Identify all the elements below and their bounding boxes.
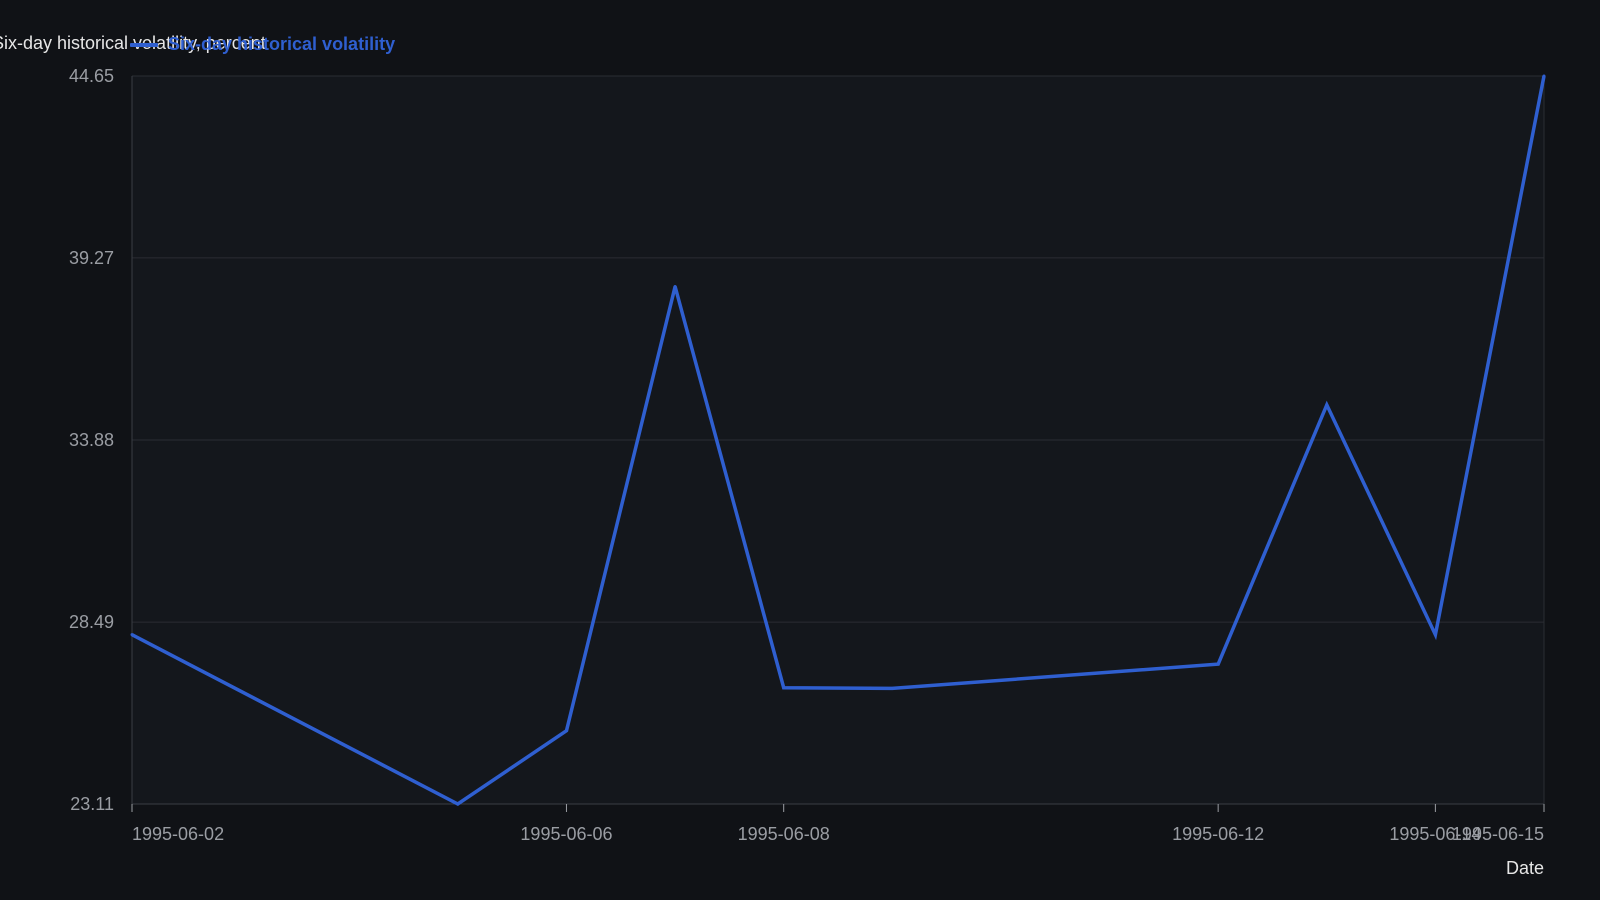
data-point	[1542, 74, 1546, 78]
data-point	[130, 633, 134, 637]
tick-labels: 23.11 28.49 33.88 39.27 44.65 1995-06-02 1995-…	[69, 66, 1544, 844]
x-axis-label: Date	[1505, 858, 1544, 878]
data-point	[782, 686, 786, 690]
data-point	[673, 285, 677, 289]
x-tick-label: 1995-06-06	[520, 824, 612, 844]
data-point	[1216, 662, 1220, 666]
data-point	[890, 686, 894, 690]
y-tick-label: 28.49	[69, 612, 114, 632]
y-tick-label: 33.88	[69, 430, 114, 450]
data-point	[1433, 633, 1437, 637]
x-tick-label: 1995-06-14	[1389, 824, 1481, 844]
x-tick-label: 1995-06-08	[738, 824, 830, 844]
x-tick-label: 1995-06-12	[1172, 824, 1264, 844]
series-layer	[130, 74, 1546, 807]
series-line	[131, 75, 1546, 807]
y-tick-label: 44.65	[69, 66, 114, 86]
legend: Six-day historical volatility	[130, 34, 395, 55]
data-point	[564, 729, 568, 733]
x-tick-label: 1995-06-02	[132, 824, 224, 844]
data-point	[456, 802, 460, 806]
legend-swatch	[130, 42, 158, 47]
y-tick-label: 23.11	[70, 794, 114, 814]
data-point	[1325, 403, 1329, 407]
y-tick-label: 39.27	[69, 248, 114, 268]
legend-series-label: Six-day historical volatility	[168, 34, 396, 54]
axes	[131, 76, 1545, 812]
x-tick-label: 1995-06-15	[1452, 824, 1544, 844]
